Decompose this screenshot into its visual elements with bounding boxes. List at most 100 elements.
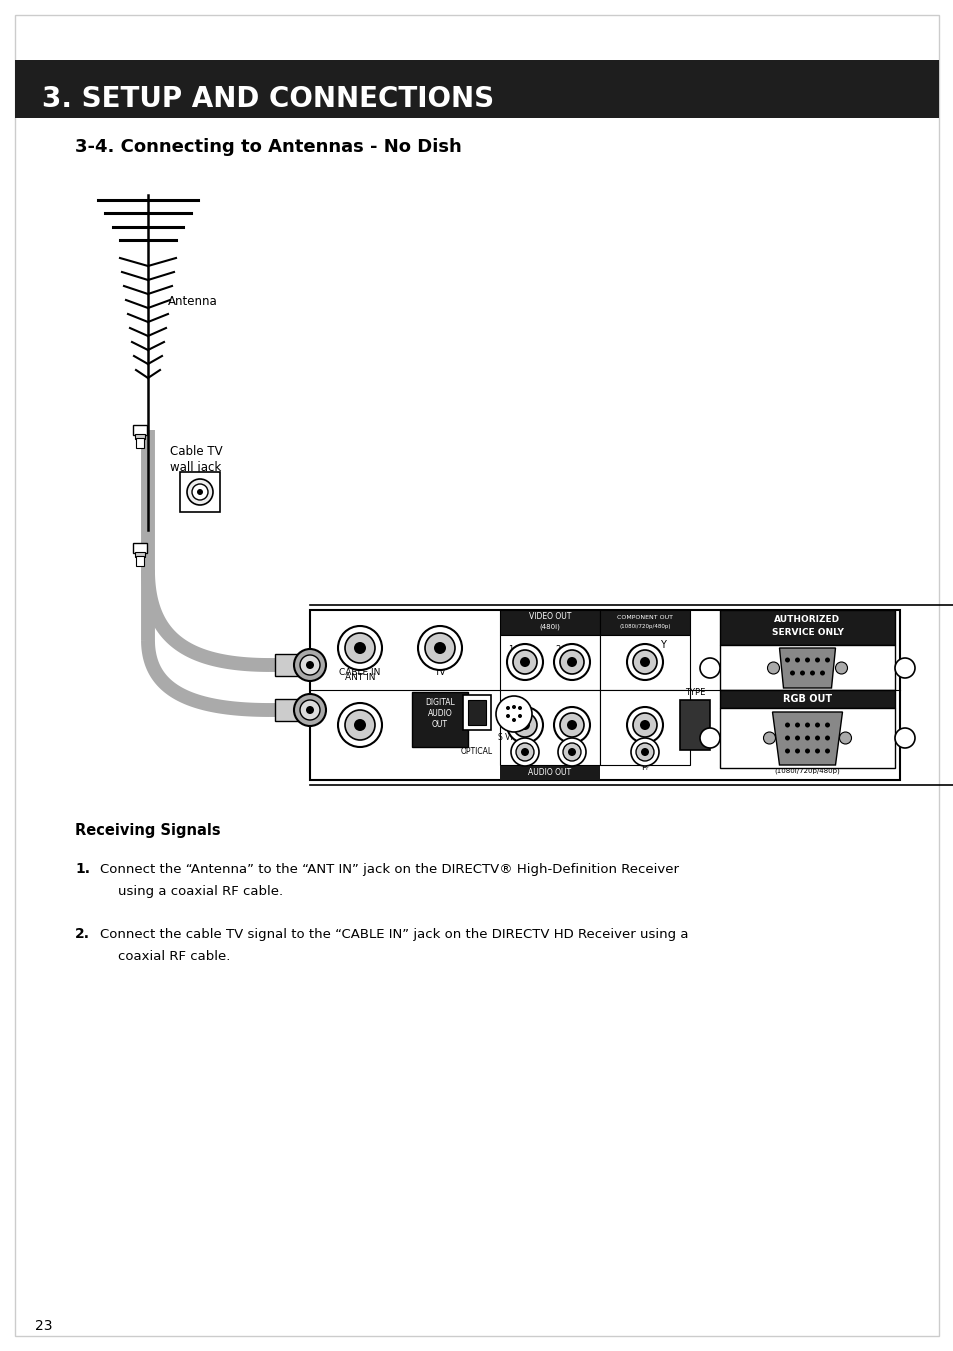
Circle shape xyxy=(187,480,213,505)
Circle shape xyxy=(554,644,589,680)
Circle shape xyxy=(506,707,542,743)
Circle shape xyxy=(196,489,203,494)
Text: 23: 23 xyxy=(35,1319,52,1333)
Circle shape xyxy=(824,658,829,662)
Circle shape xyxy=(804,658,809,662)
Circle shape xyxy=(824,723,829,727)
Text: Connect the cable TV signal to the “CABLE IN” jack on the DIRECTV HD Receiver us: Connect the cable TV signal to the “CABL… xyxy=(100,928,688,942)
Text: L2: L2 xyxy=(566,740,577,750)
Circle shape xyxy=(513,713,537,738)
Bar xyxy=(462,694,491,730)
Circle shape xyxy=(511,738,538,766)
Text: ANT IN: ANT IN xyxy=(344,673,375,682)
Circle shape xyxy=(794,723,800,727)
Bar xyxy=(720,644,894,690)
Text: (1080i/720p/480p): (1080i/720p/480p) xyxy=(618,624,670,630)
Circle shape xyxy=(767,662,779,674)
Circle shape xyxy=(794,735,800,740)
Circle shape xyxy=(804,723,809,727)
Circle shape xyxy=(794,748,800,754)
Circle shape xyxy=(800,670,804,676)
Text: L1: L1 xyxy=(519,740,529,750)
Circle shape xyxy=(700,658,720,678)
Circle shape xyxy=(804,748,809,754)
Text: AUDIO: AUDIO xyxy=(427,709,452,717)
Circle shape xyxy=(566,657,577,667)
Circle shape xyxy=(559,713,583,738)
Circle shape xyxy=(513,650,537,674)
Circle shape xyxy=(337,703,381,747)
Circle shape xyxy=(784,658,789,662)
Text: Y: Y xyxy=(659,640,665,650)
Circle shape xyxy=(626,707,662,743)
Circle shape xyxy=(639,657,649,667)
Text: 3-4. Connecting to Antennas - No Dish: 3-4. Connecting to Antennas - No Dish xyxy=(75,138,461,155)
Circle shape xyxy=(496,696,532,732)
Circle shape xyxy=(306,661,314,669)
Text: using a coaxial RF cable.: using a coaxial RF cable. xyxy=(118,885,283,898)
Circle shape xyxy=(636,743,654,761)
Text: AUTHORIZED: AUTHORIZED xyxy=(774,615,840,624)
Circle shape xyxy=(520,748,529,757)
Circle shape xyxy=(839,732,851,744)
Circle shape xyxy=(835,662,846,674)
Text: OUT TO
TV: OUT TO TV xyxy=(422,658,456,677)
Text: Pᵣ: Pᵣ xyxy=(640,763,648,771)
Bar xyxy=(15,59,938,118)
Bar xyxy=(468,700,485,725)
Bar xyxy=(412,692,468,747)
Bar xyxy=(720,690,894,708)
Bar xyxy=(499,690,599,765)
Circle shape xyxy=(434,642,446,654)
Text: RGB OUT: RGB OUT xyxy=(782,694,831,704)
Circle shape xyxy=(824,735,829,740)
Text: OUT: OUT xyxy=(432,720,448,730)
Text: Receiving Signals: Receiving Signals xyxy=(75,823,220,838)
Bar xyxy=(274,698,314,721)
Bar xyxy=(720,708,894,767)
Bar xyxy=(599,690,689,765)
Text: DIGITAL: DIGITAL xyxy=(425,698,455,707)
Circle shape xyxy=(424,634,455,663)
Text: 1.: 1. xyxy=(75,862,90,875)
Circle shape xyxy=(894,728,914,748)
Circle shape xyxy=(337,626,381,670)
Circle shape xyxy=(505,713,510,717)
Text: AUDIO OUT: AUDIO OUT xyxy=(528,767,571,777)
Circle shape xyxy=(519,657,530,667)
Text: 2.: 2. xyxy=(75,927,90,942)
Circle shape xyxy=(814,735,820,740)
Bar xyxy=(136,557,144,566)
Bar xyxy=(310,611,899,780)
Bar xyxy=(136,438,144,449)
Circle shape xyxy=(192,484,208,500)
Circle shape xyxy=(559,650,583,674)
Circle shape xyxy=(633,650,657,674)
Circle shape xyxy=(299,700,319,720)
Circle shape xyxy=(519,720,530,730)
Text: Pᵇ: Pᵇ xyxy=(640,739,649,748)
Text: CABLE IN: CABLE IN xyxy=(339,667,380,677)
Bar xyxy=(180,471,220,512)
Text: SERVICE ONLY: SERVICE ONLY xyxy=(771,628,842,638)
Circle shape xyxy=(354,642,366,654)
Circle shape xyxy=(814,748,820,754)
Text: Connect the “Antenna” to the “ANT IN” jack on the DIRECTV® High-Definition Recei: Connect the “Antenna” to the “ANT IN” ja… xyxy=(100,863,679,875)
Text: OPTICAL: OPTICAL xyxy=(460,747,493,757)
Bar xyxy=(720,611,894,644)
Text: coaxial RF cable.: coaxial RF cable. xyxy=(118,950,230,963)
Circle shape xyxy=(700,728,720,748)
Circle shape xyxy=(784,748,789,754)
Circle shape xyxy=(809,670,814,676)
Bar xyxy=(135,434,145,439)
Text: TYPE: TYPE xyxy=(684,688,704,697)
Circle shape xyxy=(784,735,789,740)
Text: (480i): (480i) xyxy=(539,623,559,630)
Circle shape xyxy=(794,658,800,662)
Text: COMPONENT OUT: COMPONENT OUT xyxy=(617,615,672,620)
Circle shape xyxy=(299,655,319,676)
Circle shape xyxy=(784,723,789,727)
Circle shape xyxy=(639,720,649,730)
Bar xyxy=(135,553,145,557)
Circle shape xyxy=(566,720,577,730)
